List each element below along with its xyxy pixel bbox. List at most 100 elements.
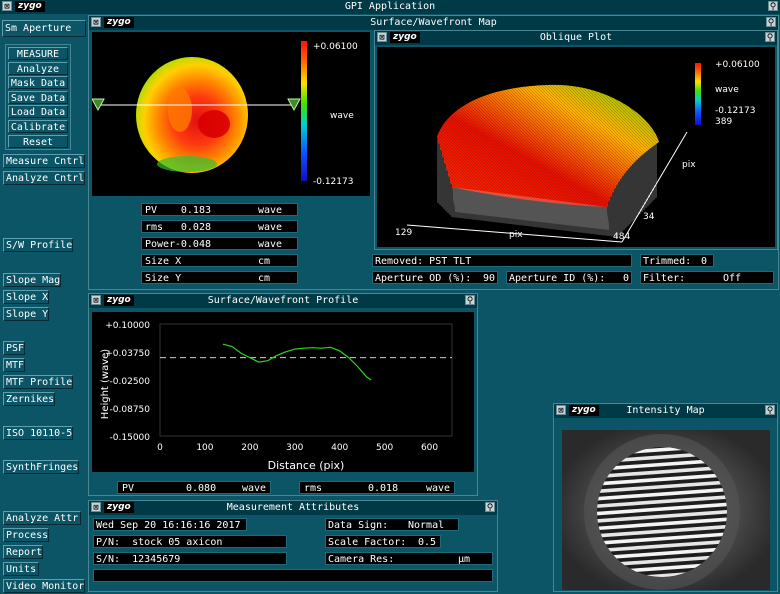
- data-sign-field: Data Sign: Normal: [325, 518, 459, 531]
- close-icon[interactable]: ⊠: [91, 17, 101, 28]
- stat-power-field: Power -0.048 wave: [141, 237, 298, 250]
- close-icon[interactable]: ⊠: [91, 295, 101, 306]
- oblique-plot[interactable]: +0.06100 wave -0.12173 389 pix 34 129 pi…: [377, 47, 775, 247]
- pin-icon[interactable]: ⚲: [765, 405, 775, 416]
- sidebar-mask-data-button[interactable]: Mask Data: [8, 76, 68, 90]
- sm-aperture-button[interactable]: Sm Aperture: [2, 20, 86, 37]
- surface-map-titlebar: ⊠ zygo Surface/Wavefront Map ⚲: [89, 16, 778, 30]
- left-profile-marker-icon[interactable]: [91, 98, 105, 112]
- profile-xtick-label: 300: [286, 443, 303, 453]
- fringe-band: [597, 554, 727, 568]
- zygo-logo: zygo: [569, 405, 599, 416]
- sidebar-analyze-cntrl-button[interactable]: Analyze Cntrl: [3, 171, 85, 185]
- sidebar-mtf-profile-button[interactable]: MTF Profile: [3, 375, 73, 389]
- fringe-band: [597, 539, 727, 553]
- trimmed-field: Trimmed: 0: [640, 254, 714, 267]
- fringe-band: [597, 458, 727, 472]
- profile-xtick-label: 500: [376, 443, 393, 453]
- part-number-field[interactable]: P/N: stock 05 axicon: [93, 535, 287, 548]
- sidebar-s-w-profile-button[interactable]: S/W Profile: [3, 238, 73, 252]
- sidebar-save-data-button[interactable]: Save Data: [8, 90, 68, 104]
- pin-icon[interactable]: ⚲: [485, 502, 495, 513]
- profile-xtick-label: 100: [196, 443, 213, 453]
- sidebar-analyze-attr-button[interactable]: Analyze Attr: [3, 511, 81, 525]
- close-icon[interactable]: ⊠: [91, 502, 101, 513]
- pin-icon[interactable]: ⚲: [465, 295, 475, 306]
- profile-title: Surface/Wavefront Profile: [207, 295, 359, 306]
- attributes-title: Measurement Attributes: [226, 502, 360, 513]
- oblique-scale-max: +0.06100: [715, 60, 760, 70]
- profile-ytick-label: +0.03750: [105, 349, 150, 359]
- sidebar-slope-mag-button[interactable]: Slope Mag: [3, 273, 61, 287]
- stat-pv-field: PV 0.183 wave: [141, 203, 298, 216]
- attributes-titlebar: ⊠ zygo Measurement Attributes ⚲: [89, 501, 497, 515]
- fringe-band: [597, 465, 727, 479]
- scale-max: +0.06100: [313, 42, 358, 52]
- intensity-image[interactable]: [562, 430, 770, 590]
- profile-xtick-label: 600: [421, 443, 438, 453]
- oblique-scale-unit: wave: [715, 85, 739, 95]
- profile-series-line: [222, 343, 372, 381]
- color-scale-bar: [301, 41, 307, 181]
- oblique-title: Oblique Plot: [539, 32, 613, 43]
- app-title: GPI Application: [344, 1, 436, 12]
- sidebar-measure-button[interactable]: MEASURE: [8, 47, 68, 60]
- aperture-id-field: Aperture ID (%): 0: [506, 271, 632, 284]
- scale-unit: wave: [330, 111, 354, 121]
- profile-plot[interactable]: +0.10000 +0.03750 -0.02500 -0.08750 -0.15000…: [92, 312, 474, 472]
- profile-ylabel: Height (wave): [100, 349, 111, 420]
- sidebar-process-button[interactable]: Process: [3, 528, 49, 542]
- sidebar-iso-10110-5-button[interactable]: ISO 10110-5: [3, 426, 73, 440]
- sidebar-report-button[interactable]: Report: [3, 545, 43, 559]
- right-profile-marker-icon[interactable]: [287, 98, 301, 112]
- sidebar-synthfringes-button[interactable]: SynthFringes: [3, 460, 79, 474]
- aperture-od-field: Aperture OD (%): 90: [372, 271, 498, 284]
- pin-icon[interactable]: ⚲: [768, 1, 778, 12]
- zygo-logo: zygo: [390, 32, 420, 43]
- sidebar-video-monitor-button[interactable]: Video Monitor: [3, 579, 85, 593]
- intensity-titlebar: ⊠ zygo Intensity Map ⚲: [554, 404, 777, 418]
- close-icon[interactable]: ⊠: [2, 1, 12, 12]
- surface-map-plot[interactable]: +0.06100 wave -0.12173: [91, 32, 370, 196]
- fringe-band: [597, 524, 727, 538]
- oblique-y-bottom: 34: [643, 212, 655, 222]
- pin-icon[interactable]: ⚲: [765, 32, 775, 43]
- close-icon[interactable]: ⊠: [556, 405, 566, 416]
- profile-xtick-label: 0: [157, 443, 163, 453]
- sidebar-units-button[interactable]: Units: [3, 562, 39, 576]
- oblique-titlebar: ⊠ zygo Oblique Plot ⚲: [375, 31, 777, 45]
- sidebar-mtf-button[interactable]: MTF: [3, 358, 25, 372]
- profile-window: ⊠ zygo Surface/Wavefront Profile ⚲ +0.10…: [88, 293, 478, 496]
- sidebar-calibrate-button[interactable]: Calibrate: [8, 120, 68, 133]
- sidebar-zernikes-button[interactable]: Zernikes: [3, 392, 55, 406]
- profile-xtick-label: 200: [241, 443, 258, 453]
- fringe-band: [597, 472, 727, 487]
- date-field[interactable]: Wed Sep 20 16:16:16 2017: [93, 518, 247, 531]
- sidebar-reset-button[interactable]: Reset: [8, 134, 68, 148]
- sidebar-load-data-button[interactable]: Load Data: [8, 105, 68, 119]
- oblique-y-label: pix: [682, 160, 696, 170]
- profile-ytick-label: -0.02500: [110, 377, 151, 387]
- fringe-band: [597, 494, 727, 509]
- zygo-logo: zygo: [104, 17, 134, 28]
- oblique-scale-min: -0.12173: [715, 106, 755, 116]
- scale-min: -0.12173: [313, 177, 353, 187]
- fringe-band: [597, 546, 727, 560]
- profile-plot-area: [159, 323, 453, 437]
- sidebar-slope-x-button[interactable]: Slope X: [3, 290, 49, 304]
- fringe-band: [597, 509, 727, 524]
- pin-icon[interactable]: ⚲: [766, 17, 776, 28]
- notes-field[interactable]: [93, 569, 493, 582]
- serial-number-field[interactable]: S/N: 12345679: [93, 552, 287, 565]
- oblique-svg: +0.06100 wave -0.12173 389 pix 34 129 pi…: [395, 60, 760, 243]
- sidebar-analyze-button[interactable]: Analyze: [8, 61, 68, 75]
- attributes-window: ⊠ zygo Measurement Attributes ⚲ Wed Sep …: [88, 500, 498, 592]
- sidebar-psf-button[interactable]: PSF: [3, 341, 25, 355]
- surface-map-title: Surface/Wavefront Map: [370, 17, 497, 28]
- intensity-title: Intensity Map: [626, 405, 705, 416]
- sidebar-slope-y-button[interactable]: Slope Y: [3, 307, 49, 321]
- close-icon[interactable]: ⊠: [377, 32, 387, 43]
- sidebar-measure-cntrl-button[interactable]: Measure Cntrl: [3, 154, 85, 168]
